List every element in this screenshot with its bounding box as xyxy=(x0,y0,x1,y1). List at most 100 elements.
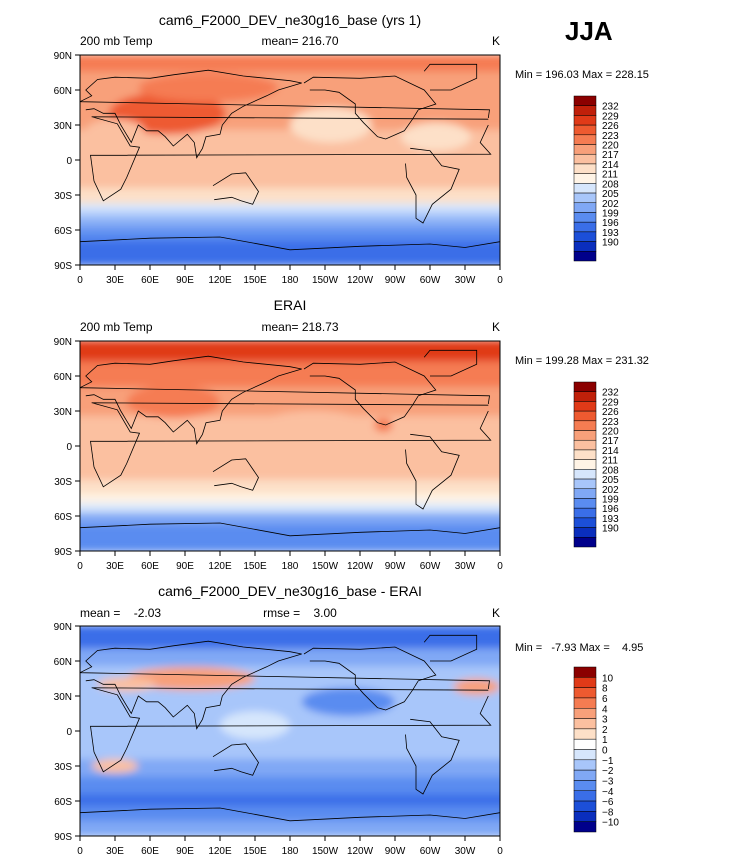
y-axis-ticks: 90N 60N 30N 0 30S 60S 90S xyxy=(54,51,80,272)
y-tick-label: 90N xyxy=(54,622,72,633)
y-tick-label: 90N xyxy=(54,51,72,62)
y-tick-label: 30S xyxy=(54,191,72,202)
colorbar-box xyxy=(573,488,597,499)
colorbar-label: 211 xyxy=(602,170,618,181)
x-tick-label: 180 xyxy=(282,275,299,286)
colorbar-box xyxy=(573,759,597,771)
field-anomaly xyxy=(301,687,396,716)
field-band xyxy=(80,821,500,836)
x-tick-label: 90E xyxy=(176,275,194,286)
coastline xyxy=(423,634,478,662)
colorbar-box xyxy=(573,780,597,791)
map-field xyxy=(80,626,500,836)
colorbar-box xyxy=(573,105,597,116)
colorbar-box xyxy=(573,439,597,451)
field-anomaly xyxy=(255,411,372,446)
colorbar-box xyxy=(573,192,597,204)
colorbar-box xyxy=(573,183,597,194)
colorbar-box xyxy=(573,459,597,470)
x-tick-label: 180 xyxy=(282,561,299,572)
field-band xyxy=(80,229,500,243)
panel-model: cam6_F2000_DEV_ne30g16_base (yrs 1) 200 … xyxy=(54,12,649,286)
colorbar-label: 190 xyxy=(602,238,619,249)
field-band xyxy=(80,648,500,668)
colorbar-label: 199 xyxy=(602,494,619,505)
x-tick-label: 120E xyxy=(208,846,232,857)
colorbar-box xyxy=(573,430,597,441)
colorbar-box xyxy=(573,469,597,480)
mean-label: mean= 218.73 xyxy=(261,320,338,334)
y-tick-label: 30N xyxy=(54,407,72,418)
field-band xyxy=(80,240,500,265)
colorbar-box xyxy=(573,115,597,126)
colorbar-box xyxy=(573,420,597,431)
colorbar-label: −3 xyxy=(602,776,614,787)
x-tick-label: 0 xyxy=(497,275,503,286)
x-tick-label: 120E xyxy=(208,275,232,286)
x-tick-label: 0 xyxy=(77,275,83,286)
colorbar-label: 193 xyxy=(602,514,619,525)
x-tick-label: 0 xyxy=(77,561,83,572)
variable-label: 200 mb Temp xyxy=(80,34,153,48)
colorbar-box xyxy=(573,241,597,252)
colorbar-label: 205 xyxy=(602,475,619,486)
x-tick-label: 90E xyxy=(176,561,194,572)
coastline xyxy=(80,522,500,537)
coastline xyxy=(303,646,437,711)
colorbar-label: 229 xyxy=(602,397,619,408)
colorbar-box xyxy=(573,173,597,184)
coastlines xyxy=(80,349,500,537)
colorbar-label: 3 xyxy=(602,715,608,726)
colorbar-label: −1 xyxy=(602,756,614,767)
x-tick-label: 150W xyxy=(312,275,339,286)
colorbar-box xyxy=(573,95,597,106)
field-band xyxy=(80,188,500,206)
y-tick-label: 60S xyxy=(54,226,72,237)
x-tick-label: 0 xyxy=(497,561,503,572)
y-axis-ticks: 90N 60N 30N 0 30S 60S 90S xyxy=(54,622,80,843)
coastlines xyxy=(80,634,500,822)
colorbar-label: 196 xyxy=(602,504,619,515)
y-tick-label: 60N xyxy=(54,657,72,668)
field-band xyxy=(80,153,500,191)
colorbar-label: 205 xyxy=(602,189,619,200)
colorbar-label: −10 xyxy=(602,818,619,829)
field-anomaly xyxy=(374,418,393,432)
colorbar-label: −6 xyxy=(602,797,614,808)
colorbar-box xyxy=(573,124,597,136)
x-tick-label: 60E xyxy=(141,846,159,857)
coastline xyxy=(423,63,478,91)
colorbar-box xyxy=(573,498,597,509)
x-tick-label: 120W xyxy=(347,275,374,286)
coastline xyxy=(90,687,492,773)
colorbar-label: 208 xyxy=(602,179,619,190)
colorbar-box xyxy=(573,749,597,761)
field-anomaly xyxy=(290,107,372,143)
colorbar: 2322292262232202172142112082052021991961… xyxy=(573,381,619,548)
colorbar-box xyxy=(573,202,597,213)
x-tick-label: 30E xyxy=(106,275,124,286)
colorbar-box xyxy=(573,677,597,688)
field-band xyxy=(80,211,500,222)
x-tick-label: 90W xyxy=(385,561,406,572)
colorbar-box xyxy=(573,410,597,422)
colorbar-box xyxy=(573,401,597,412)
colorbar-label: 202 xyxy=(602,485,619,496)
rmse-label: rmse = 3.00 xyxy=(263,606,337,620)
panel-diff: cam6_F2000_DEV_ne30g16_base - ERAI mean … xyxy=(54,583,644,857)
colorbar-label: 229 xyxy=(602,111,619,122)
colorbar-box xyxy=(573,537,597,548)
coastline xyxy=(212,172,259,205)
colorbar-box xyxy=(573,449,597,460)
colorbar-box xyxy=(573,769,597,781)
x-tick-label: 60E xyxy=(141,561,159,572)
field-band xyxy=(80,626,500,651)
field-band xyxy=(80,341,500,363)
y-tick-label: 60S xyxy=(54,797,72,808)
minmax-label: Min = -7.93 Max = 4.95 xyxy=(515,642,643,654)
x-tick-label: 30E xyxy=(106,561,124,572)
y-tick-label: 0 xyxy=(66,156,72,167)
y-tick-label: 60N xyxy=(54,372,72,383)
field-anomaly xyxy=(91,759,139,773)
